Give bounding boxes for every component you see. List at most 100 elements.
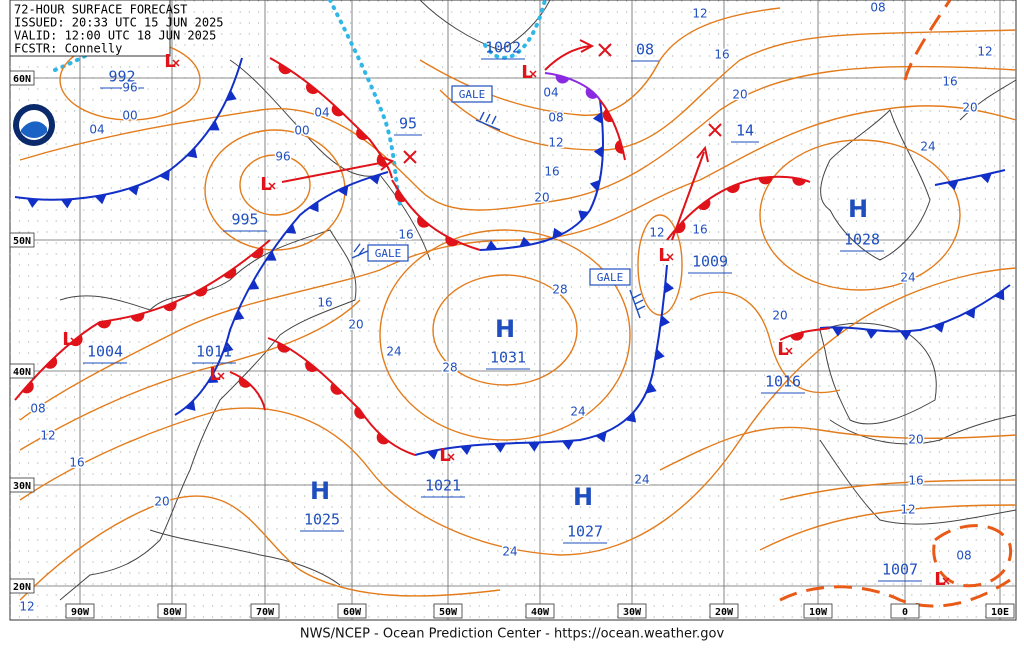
isobar-label: 28 [552, 283, 567, 297]
isobar-label: 12 [40, 429, 55, 443]
cold-front-barb [519, 236, 532, 247]
longitude-label: 30W [623, 607, 642, 618]
center-pressure: 1025 [304, 511, 340, 529]
longitude-label: 70W [256, 607, 275, 618]
warm-front-bump [445, 236, 459, 247]
warm-front-bump [130, 313, 145, 322]
cold-front-barb [285, 223, 297, 234]
cold-front-barb [308, 201, 319, 213]
cold-front [414, 264, 668, 456]
warm-front-bump [238, 376, 252, 388]
longitude-label: 80W [163, 607, 182, 618]
center-pressure: 1007 [882, 561, 918, 579]
warm-front-bump [306, 82, 319, 95]
warm-front-bump [277, 342, 291, 353]
warm-front-bump [305, 360, 318, 373]
center-mark [172, 59, 180, 67]
track-label: 14 [736, 122, 754, 140]
isobar-label: 20 [908, 433, 923, 447]
isobar-label: 24 [900, 271, 915, 285]
latitude-label: 50N [13, 236, 31, 247]
center-mark [529, 70, 537, 78]
isobar-label: 96 [275, 150, 290, 164]
isobar-label: 20 [732, 88, 747, 102]
isobar-label: 08 [870, 1, 885, 15]
warm-front-bump [354, 406, 366, 419]
label-box [9, 363, 35, 379]
label-box [803, 603, 833, 619]
cold-front-barb [528, 442, 541, 452]
center-symbol: H [310, 477, 330, 505]
longitude-label: 90W [71, 607, 90, 618]
warm-front [779, 327, 831, 341]
isobar-label: 00 [122, 109, 137, 123]
warm-front-bump [163, 301, 177, 312]
center-pressure: 1004 [87, 343, 123, 361]
header-forecaster: FCSTR: Connelly [14, 42, 122, 56]
longitude-label: 50W [439, 607, 458, 618]
header-box [9, 0, 171, 57]
gale-box [367, 244, 409, 262]
cold-front-barb [899, 330, 912, 341]
label-box [9, 232, 35, 248]
longitude-label: 60W [343, 607, 362, 618]
center-pressure: 995 [231, 211, 258, 229]
center-pressure: 1031 [490, 349, 526, 367]
warm-front-bump [223, 267, 237, 279]
label-box [337, 603, 367, 619]
longitude-label: 20W [715, 607, 734, 618]
isobar-label: 28 [442, 361, 457, 375]
warm-front-bump [278, 63, 292, 75]
cold-front-barb [60, 199, 73, 209]
cold-front-barb [460, 445, 473, 455]
isobar-label: 08 [548, 111, 563, 125]
cold-front-barb [226, 90, 237, 102]
warm-front-bump [758, 176, 773, 185]
warm-front-bump [330, 382, 343, 395]
warm-front-bump [614, 139, 624, 154]
center-pressure: 1011 [196, 343, 232, 361]
isobar-label: 20 [962, 101, 977, 115]
label-box [65, 603, 95, 619]
gale-box [589, 268, 631, 286]
cold-front-barb [933, 322, 945, 333]
center-pressure: 1021 [425, 477, 461, 495]
center-pressure: 1027 [567, 523, 603, 541]
isobar-label: 16 [908, 474, 923, 488]
isobar-label: 12 [692, 7, 707, 21]
isobar-label: 16 [317, 296, 332, 310]
storm-tracks [281, 39, 722, 241]
cold-front-barb [625, 411, 637, 423]
center-mark [70, 337, 78, 345]
warm-front [269, 57, 393, 179]
center-symbol: L [62, 329, 73, 350]
latitude-label: 60N [13, 74, 31, 85]
isobar-label: 12 [900, 503, 915, 517]
warm-front-bump [792, 177, 807, 186]
latitude-label: 20N [13, 582, 31, 593]
warm-front-bump [70, 334, 83, 347]
cold-front-barb [578, 210, 590, 221]
cold-front-barb [592, 111, 603, 124]
cold-front-barb [593, 145, 604, 158]
isobar-label: 04 [89, 123, 104, 137]
cold-front-barb [94, 194, 107, 205]
warm-front-bump [331, 104, 344, 117]
warm-front-bump [376, 153, 388, 167]
center-pressure: 1016 [765, 373, 801, 391]
noaa-logo [13, 104, 55, 146]
center-mark [666, 253, 674, 261]
dot-grid [10, 0, 1016, 620]
cold-front [934, 169, 1006, 186]
cold-front-barb [337, 185, 349, 197]
gale-box [451, 85, 493, 103]
warm-front-bump [726, 183, 740, 194]
isobar-label: 08 [956, 549, 971, 563]
isobar-label: 16 [398, 228, 413, 242]
label-box [157, 603, 187, 619]
warm-front-bump [376, 432, 390, 445]
warm-front-bump [417, 216, 430, 228]
cold-front-barb [159, 170, 170, 182]
cold-front-barb [127, 185, 140, 196]
